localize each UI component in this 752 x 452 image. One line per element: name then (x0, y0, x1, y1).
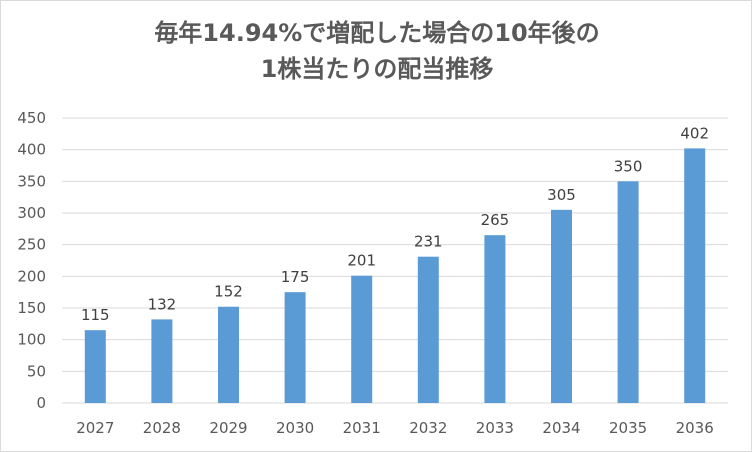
bar (417, 256, 439, 403)
x-tick-label: 2029 (209, 419, 247, 437)
y-tick-label: 100 (17, 331, 46, 349)
y-tick-label: 50 (27, 362, 46, 380)
y-tick-label: 450 (17, 109, 46, 127)
bar (218, 306, 239, 403)
data-label: 265 (481, 211, 510, 229)
data-label: 402 (680, 124, 709, 142)
x-tick-label: 2032 (409, 419, 447, 437)
bar (617, 181, 639, 403)
data-label: 350 (614, 157, 643, 175)
data-label: 201 (347, 252, 376, 270)
bar (151, 319, 173, 403)
data-label: 175 (281, 268, 310, 286)
x-tick-label: 2031 (343, 419, 381, 437)
data-label: 115 (81, 306, 110, 324)
y-tick-label: 150 (17, 299, 46, 317)
bar (351, 275, 373, 403)
y-tick-label: 300 (17, 204, 46, 222)
y-tick-label: 200 (17, 267, 46, 285)
bar (284, 292, 306, 403)
y-tick-label: 350 (17, 172, 46, 190)
x-tick-label: 2030 (276, 419, 314, 437)
data-label: 231 (414, 233, 443, 251)
x-tick-label: 2035 (609, 419, 647, 437)
data-label: 152 (214, 283, 243, 301)
data-label: 132 (148, 295, 177, 313)
chart-title-line-1: 毎年14.94%で増配した場合の10年後の (154, 19, 600, 47)
y-tick-label: 400 (17, 141, 46, 159)
x-tick-label: 2034 (542, 419, 580, 437)
y-tick-label: 0 (36, 394, 46, 412)
x-tick-label: 2027 (76, 419, 114, 437)
data-label: 305 (547, 186, 576, 204)
bar (84, 330, 106, 403)
bar (484, 235, 506, 403)
bar (684, 148, 706, 403)
x-tick-label: 2036 (676, 419, 714, 437)
y-tick-label: 250 (17, 236, 46, 254)
x-tick-label: 2033 (476, 419, 514, 437)
bar (551, 209, 572, 403)
chart-title-line-2: 1株当たりの配当推移 (260, 55, 494, 83)
chart-title: 毎年14.94%で増配した場合の10年後の 1株当たりの配当推移 (1, 15, 752, 87)
x-tick-label: 2028 (143, 419, 181, 437)
